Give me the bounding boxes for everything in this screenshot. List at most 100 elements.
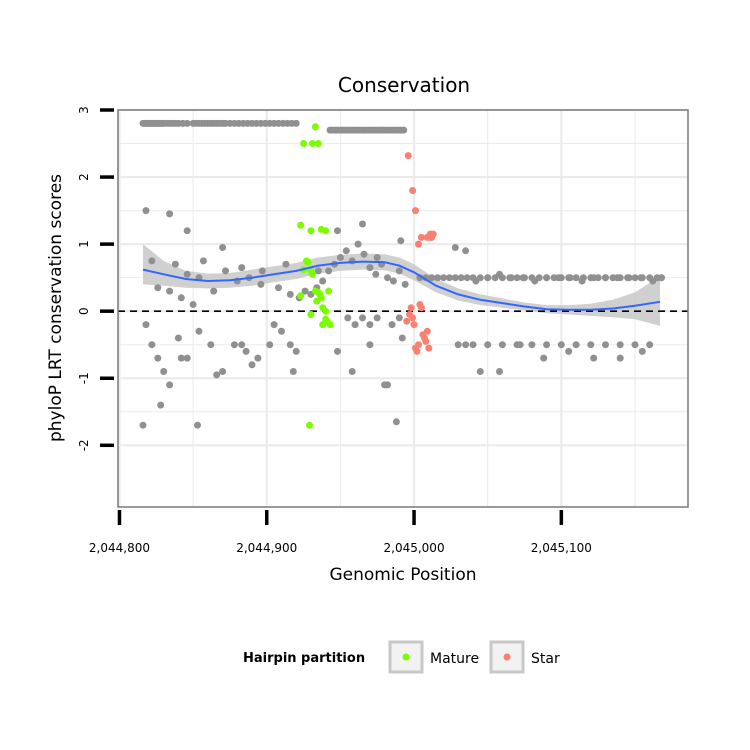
point-star [415, 341, 422, 349]
legend-title: Hairpin partition [243, 651, 365, 666]
y-tick-label: 2 [77, 173, 91, 181]
point-other [286, 290, 294, 298]
point-other [462, 341, 470, 349]
smooth-confidence-ribbon [143, 244, 660, 326]
point-other [384, 381, 391, 389]
point-other [183, 270, 191, 278]
point-other [222, 267, 229, 275]
point-other [195, 327, 203, 335]
point-other [174, 334, 182, 342]
point-other [301, 287, 309, 295]
y-axis-title: phyloP LRT conservation scores [46, 174, 66, 442]
point-other [344, 314, 352, 322]
point-other [616, 354, 624, 362]
point-mature [297, 221, 305, 229]
point-other [554, 274, 562, 282]
point-other [148, 257, 156, 265]
x-axis: 2,044,800 2,044,900 2,045,000 2,045,100 [89, 510, 592, 555]
point-other [238, 264, 246, 272]
x-axis-title: Genomic Position [329, 565, 476, 585]
point-other [266, 341, 274, 349]
point-other [142, 321, 150, 329]
point-other [388, 321, 396, 329]
point-other [275, 284, 282, 292]
point-star [415, 240, 422, 248]
point-mature [307, 227, 315, 235]
x-tick-label: 2,045,100 [531, 541, 592, 555]
point-other [157, 401, 165, 409]
point-other [194, 421, 201, 429]
point-other [401, 280, 409, 288]
point-other [451, 244, 459, 251]
point-other [484, 274, 492, 282]
point-star [425, 344, 433, 352]
point-other [451, 274, 459, 282]
point-other [496, 368, 503, 375]
point-other [238, 341, 246, 349]
x-tick-label: 2,044,900 [236, 541, 297, 555]
point-other [319, 277, 327, 285]
point-mature [306, 421, 313, 429]
point-other [637, 274, 645, 282]
point-star [412, 207, 419, 215]
point-other [457, 274, 465, 282]
point-other [270, 321, 278, 329]
point-mature [322, 307, 330, 315]
point-other [543, 274, 551, 282]
point-other [336, 254, 344, 261]
point-other [496, 270, 503, 278]
point-other [372, 270, 380, 278]
point-mature [311, 123, 319, 131]
point-other [213, 371, 221, 379]
point-other [462, 247, 470, 255]
point-other [219, 368, 227, 375]
y-tick-label: -2 [77, 439, 91, 451]
point-other [397, 237, 405, 245]
point-other [359, 314, 366, 322]
point-other [540, 354, 548, 362]
y-tick-label: 1 [77, 240, 91, 248]
point-other [590, 274, 598, 282]
point-other [139, 421, 147, 429]
chart-title: Conservation [338, 73, 470, 97]
point-other [395, 314, 403, 322]
point-other [578, 277, 586, 285]
point-star [413, 347, 421, 355]
legend-label-mature: Mature [430, 651, 479, 667]
point-other [543, 341, 551, 349]
point-other [498, 341, 506, 349]
point-other [428, 274, 436, 282]
point-other [658, 274, 665, 282]
point-other [254, 354, 262, 362]
point-other [154, 354, 162, 362]
point-other [207, 341, 215, 349]
point-star [423, 327, 431, 335]
point-other [395, 267, 403, 275]
point-other [278, 327, 285, 335]
point-other [354, 240, 362, 248]
point-other [398, 334, 406, 342]
point-star [417, 233, 425, 241]
point-other [325, 267, 333, 275]
y-axis: -2 -1 0 1 2 3 [77, 106, 114, 451]
point-other [373, 254, 381, 261]
point-other [469, 341, 477, 349]
point-other [384, 274, 391, 282]
point-other [258, 267, 266, 275]
point-other [587, 341, 595, 349]
point-mature [326, 321, 334, 329]
point-other [366, 321, 374, 329]
point-other [572, 341, 580, 349]
point-star [417, 304, 425, 312]
point-other [528, 341, 536, 349]
point-other [177, 354, 185, 362]
point-mature [322, 315, 330, 323]
point-other [445, 274, 453, 282]
point-other [286, 341, 294, 349]
point-other [434, 274, 442, 282]
point-other [613, 274, 621, 282]
point-other [649, 277, 657, 285]
point-mature [308, 140, 316, 147]
point-other [631, 341, 639, 349]
